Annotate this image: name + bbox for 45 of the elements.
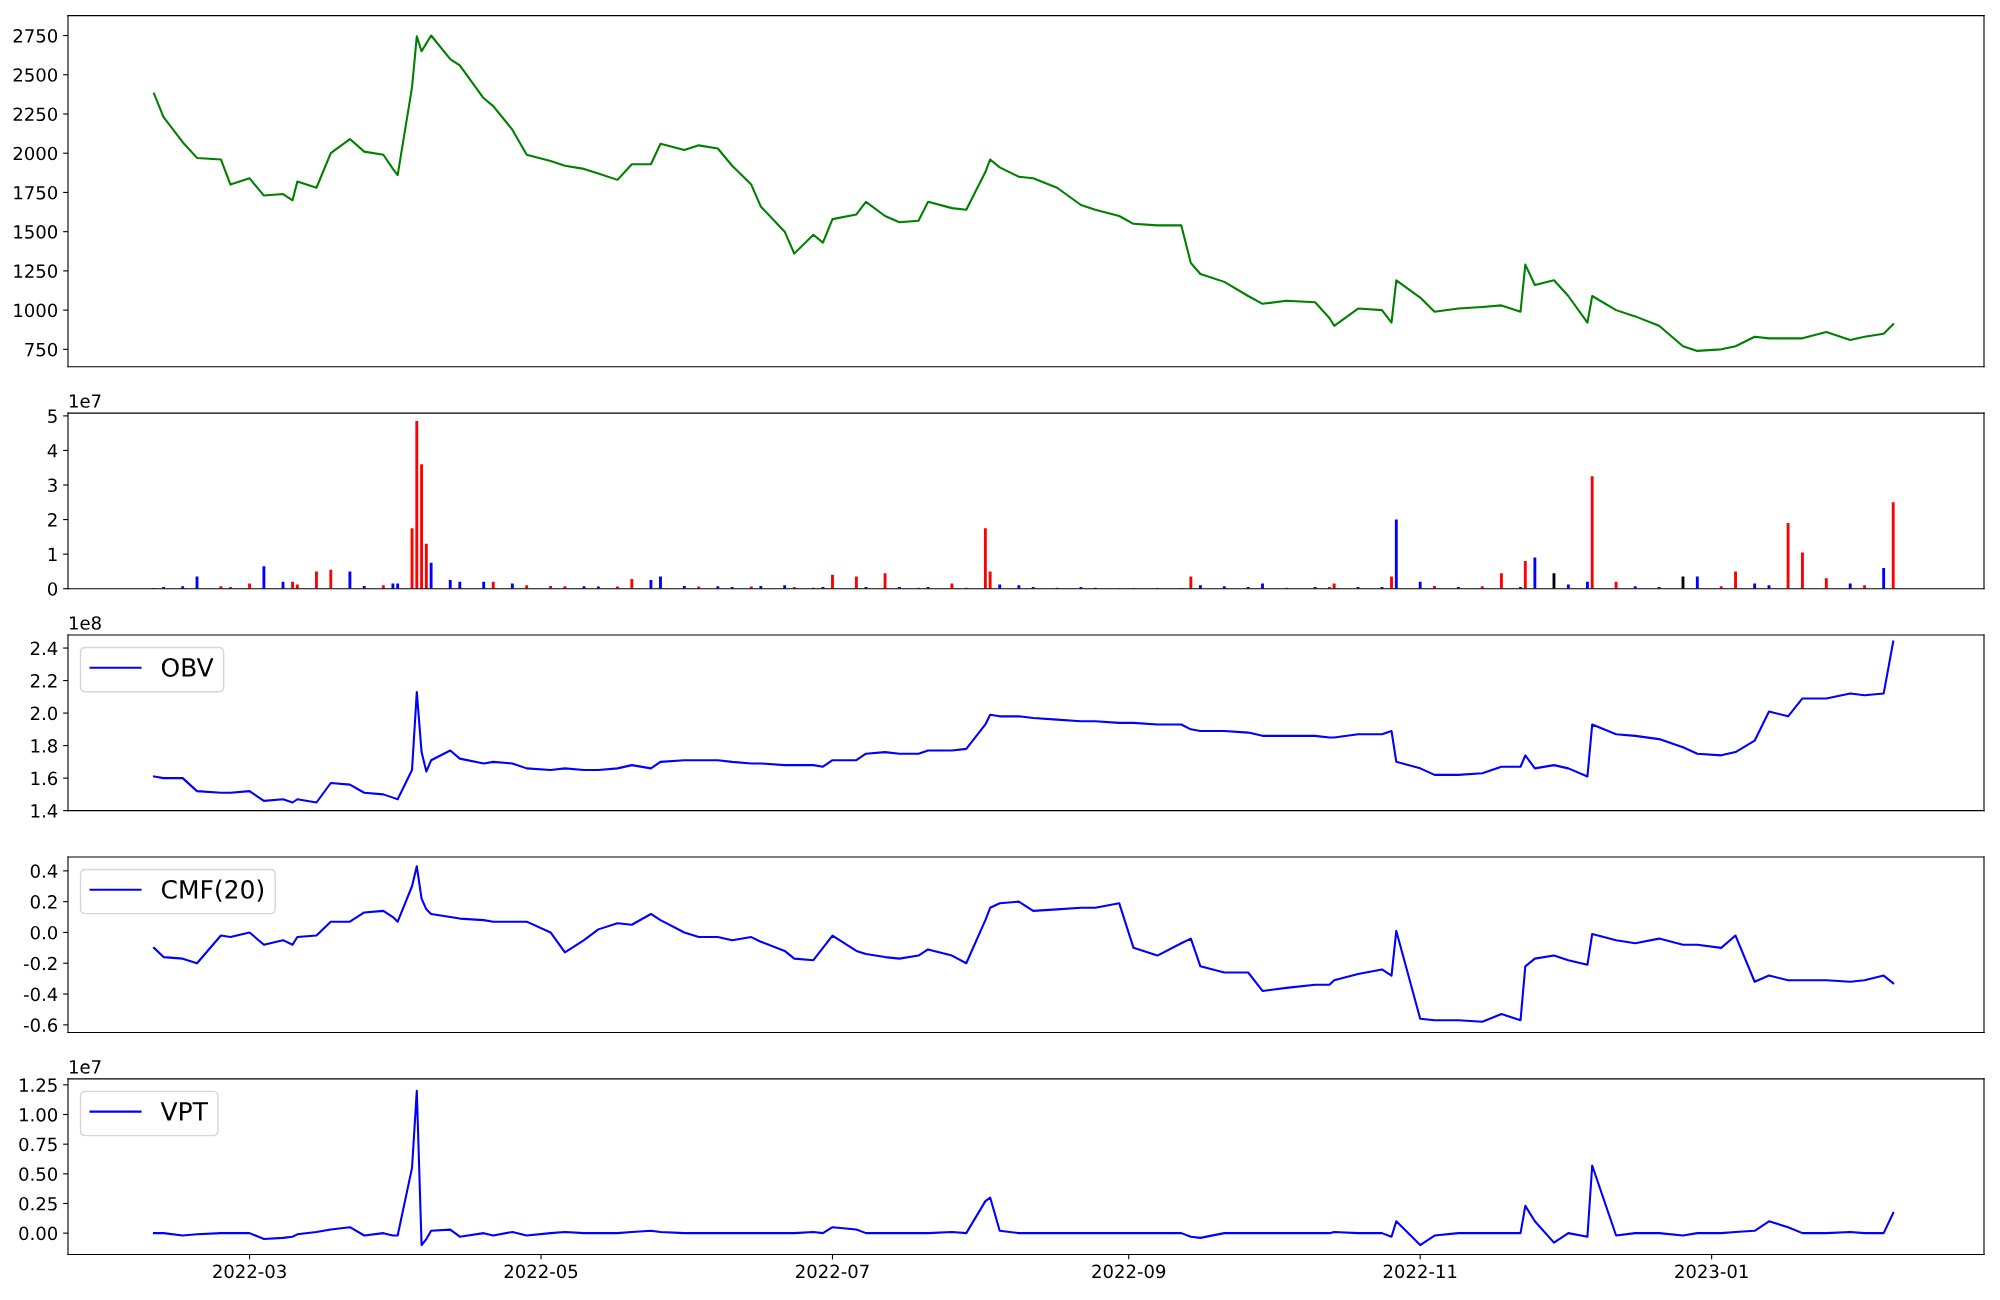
x-tick-label: 2022-03	[213, 1264, 286, 1279]
y-tick-label: 0.4	[30, 864, 58, 878]
y-tick-label: 3	[48, 478, 57, 493]
y-tick-label: 5	[48, 409, 57, 423]
text: 1e7	[69, 394, 101, 408]
y-tick-label: -0.4	[23, 987, 58, 1002]
y-tick-label: 4	[47, 444, 58, 458]
y-tick-label: 1500	[14, 225, 58, 239]
y-tick-label: 2.2	[30, 674, 57, 688]
text: 1e7	[69, 1060, 101, 1074]
y-tick-label: 0	[47, 582, 58, 596]
y-tick-label: 1000	[14, 303, 58, 318]
y-tick-label: 1.4	[31, 804, 58, 818]
y-tick-label: 0.50	[19, 1167, 58, 1181]
y-tick-label: 1.6	[31, 771, 58, 786]
y-tick-label: 1250	[14, 264, 58, 279]
y-tick-label: 2	[48, 513, 57, 527]
x-tick-label: 2022-11	[1383, 1264, 1457, 1279]
x-tick-label: 2022-07	[796, 1264, 869, 1279]
y-tick-label: 2500	[13, 68, 58, 82]
y-tick-label: 2000	[13, 146, 58, 161]
x-tick-label: 2022-09	[1092, 1264, 1166, 1279]
legend-label: VPT	[160, 1102, 209, 1121]
y-tick-label: 1.8	[31, 739, 58, 753]
y-tick-label: 0.75	[19, 1137, 57, 1152]
y-tick-label: 2.4	[30, 641, 58, 655]
y-tick-label: 2.0	[30, 706, 58, 721]
x-tick-label: 2023-01	[1675, 1264, 1748, 1279]
y-tick-label: 2250	[13, 107, 58, 122]
y-tick-label: 1.25	[20, 1078, 57, 1092]
y-tick-label: -0.6	[23, 1018, 58, 1032]
y-tick-label: 1	[48, 547, 57, 561]
y-tick-label: 0.25	[19, 1196, 57, 1211]
text: 1e8	[69, 616, 101, 630]
y-tick-label: 0.0	[30, 925, 58, 940]
legend-label: OBV	[161, 657, 214, 677]
y-tick-label: 0.00	[19, 1226, 58, 1241]
x-tick-label: 2022-05	[504, 1264, 578, 1279]
y-tick-label: 1750	[14, 185, 58, 200]
y-tick-label: 750	[25, 342, 58, 357]
y-tick-label: 0.2	[30, 895, 57, 909]
y-tick-label: 1.00	[20, 1107, 58, 1122]
y-tick-label: 2750	[13, 28, 58, 43]
y-tick-label: -0.2	[23, 956, 57, 971]
legend-label: CMF(20)	[161, 879, 264, 902]
